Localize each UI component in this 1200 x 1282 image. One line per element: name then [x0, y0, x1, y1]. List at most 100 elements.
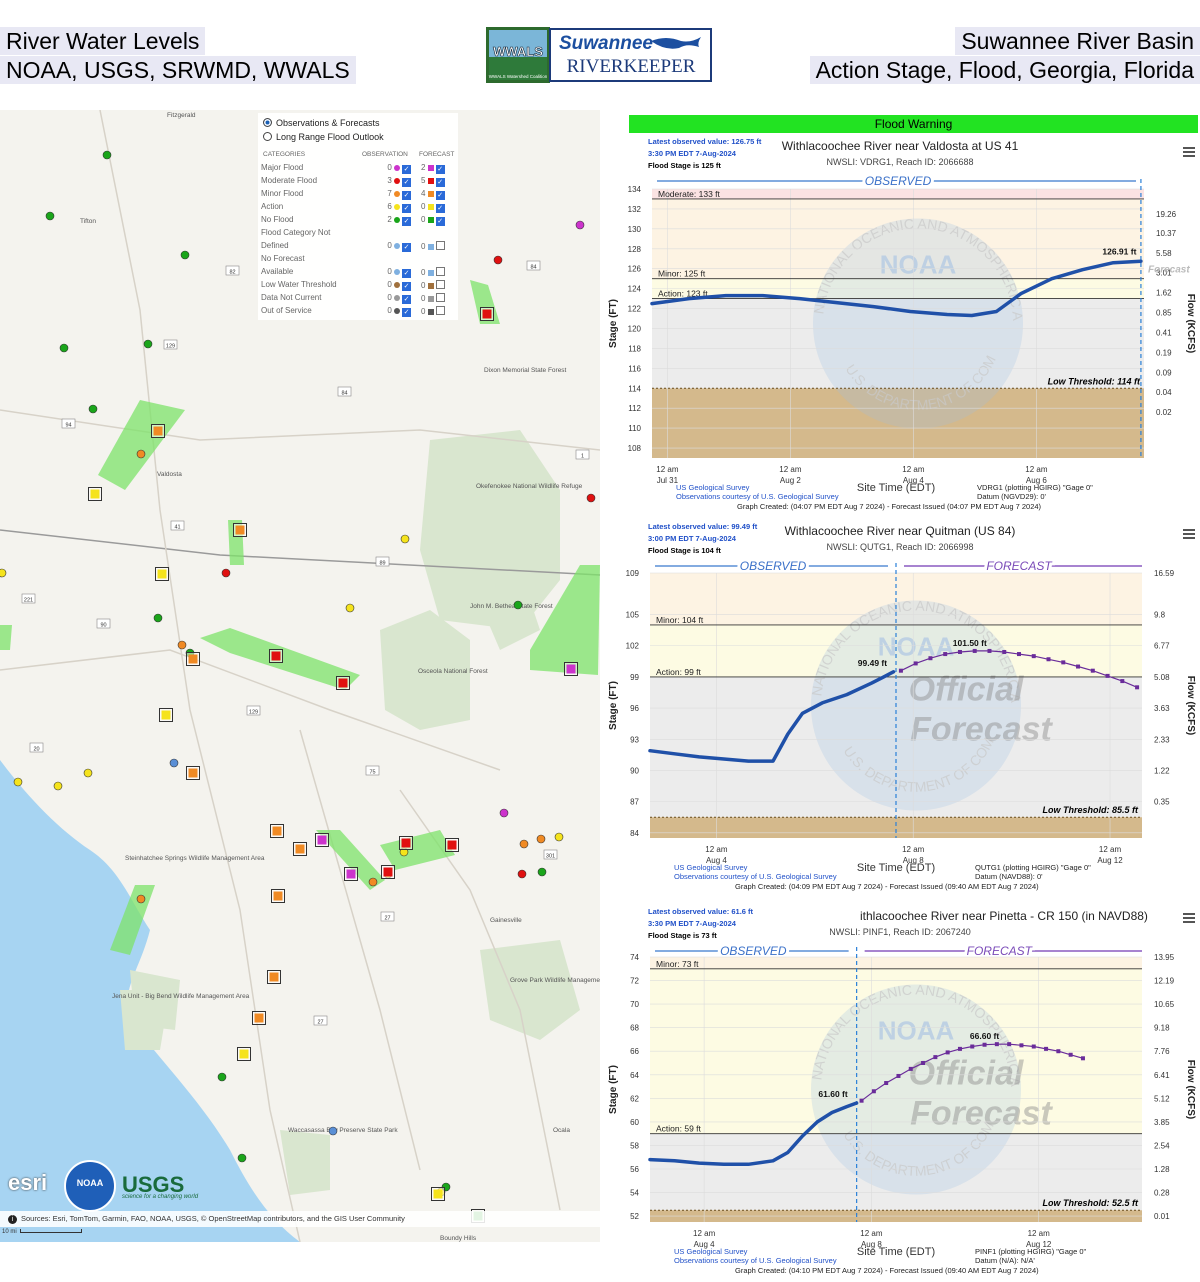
legend-obs-marker: [394, 165, 400, 171]
legend-row: Moderate Flood 3 ✓ 5 ✓: [261, 176, 456, 189]
forecast-point: [859, 1098, 864, 1103]
legend-obs-count[interactable]: 0 ✓: [383, 293, 411, 304]
legend-obs-count[interactable]: 0 ✓: [383, 306, 411, 317]
chart-menu-icon[interactable]: [1183, 911, 1195, 925]
y-tick-label: 120: [628, 324, 642, 333]
legend-obs-checkbox[interactable]: ✓: [402, 295, 411, 304]
legend-obs-checkbox[interactable]: ✓: [402, 165, 411, 174]
x-tick-label: 12 am: [902, 465, 925, 474]
legend-fc-checkbox[interactable]: ✓: [435, 178, 445, 187]
riverkeeper-logo[interactable]: WWALS WWALS Watershed Coalition Suwannee…: [486, 27, 713, 83]
legend-fc-count[interactable]: 5 ✓: [421, 176, 456, 187]
y-tick-label: 114: [628, 384, 641, 393]
usgs-tagline: science for a changing world: [122, 1194, 199, 1200]
legend-fc-checkbox[interactable]: [435, 306, 445, 315]
y-tick-label: 74: [630, 953, 639, 962]
legend-obs-value: 0: [387, 241, 394, 250]
observed-series-line: [650, 259, 1143, 318]
legend-obs-checkbox[interactable]: ✓: [402, 269, 411, 278]
hydrograph-chart: Latest observed value: 126.75 ft 3:30 PM …: [600, 110, 1196, 511]
legend-fc-checkbox[interactable]: [435, 241, 445, 250]
radio-selected-icon: [263, 118, 272, 127]
legend-fc-count[interactable]: 0: [421, 267, 456, 277]
legend-fc-value: 0: [421, 294, 428, 303]
legend-obs-checkbox[interactable]: ✓: [402, 217, 411, 226]
legend-fc-marker: [427, 296, 434, 302]
y2-tick-label: 1.62: [1156, 289, 1172, 298]
legend-fc-checkbox[interactable]: [435, 293, 445, 302]
legend-obs-count[interactable]: 7 ✓: [383, 189, 411, 200]
legend-obs-marker: [394, 269, 400, 275]
legend-fc-count[interactable]: 0: [421, 293, 456, 303]
mode-observations-radio[interactable]: Observations & Forecasts: [263, 118, 380, 128]
legend-obs-count[interactable]: 0 ✓: [383, 241, 411, 252]
legend-obs-count[interactable]: 2 ✓: [383, 215, 411, 226]
y2-tick-label: 0.28: [1154, 1189, 1170, 1198]
chart-menu-icon[interactable]: [1183, 527, 1195, 541]
legend-obs-marker: [394, 295, 400, 301]
y2-tick-label: 16.59: [1154, 569, 1175, 578]
observed-header-label: OBSERVED: [740, 559, 807, 573]
legend-obs-checkbox[interactable]: ✓: [402, 282, 411, 291]
legend-obs-count[interactable]: 3 ✓: [383, 176, 411, 187]
legend-fc-count[interactable]: 0: [421, 280, 456, 290]
gauge-forecast-marker: [338, 678, 348, 688]
legend-fc-count[interactable]: 0 ✓: [421, 202, 456, 213]
gauge-observation-marker: [153, 613, 163, 623]
chart-menu-icon[interactable]: [1183, 145, 1195, 159]
legend-obs-checkbox[interactable]: ✓: [402, 191, 411, 200]
road-line: [0, 409, 600, 451]
gauge-forecast-marker: [346, 869, 356, 879]
legend-fc-count[interactable]: 0: [421, 306, 456, 316]
flood-stage-note: Flood Stage is 73 ft: [648, 931, 717, 940]
y2-tick-label: 6.77: [1154, 642, 1170, 651]
legend-obs-checkbox[interactable]: ✓: [402, 243, 411, 252]
mode-long-range-radio[interactable]: Long Range Flood Outlook: [263, 132, 384, 142]
threshold-label: Moderate: 133 ft: [658, 189, 721, 199]
x-tick-label: 12 am: [705, 845, 728, 854]
gauge-forecast-marker: [295, 844, 305, 854]
info-icon[interactable]: i: [8, 1215, 17, 1224]
river-gauge-map[interactable]: Fitzgerald Tifton Valdosta Dixon Memorial S…: [0, 110, 600, 1242]
road-shield: [575, 449, 590, 460]
logo-badge: WWALS: [493, 44, 543, 59]
legend-fc-value: 4: [421, 189, 428, 198]
forecast-tag-watermark: Forecast: [1148, 265, 1190, 276]
forecast-point: [898, 668, 903, 673]
low-threshold-label: Low Threshold: 85.5 ft: [1042, 805, 1139, 815]
map-place-label: Valdosta: [157, 471, 182, 478]
map-canvas[interactable]: Fitzgerald Tifton Valdosta Dixon Memorial S…: [0, 110, 600, 1242]
map-place-label: Ocala: [553, 1127, 570, 1134]
legend-fc-checkbox[interactable]: [435, 280, 445, 289]
legend-fc-count[interactable]: 4 ✓: [421, 189, 456, 200]
flood-warning-banner[interactable]: Flood Warning: [629, 115, 1198, 133]
x-tick-label: Aug 6: [1026, 476, 1047, 485]
y2-tick-label: 0.35: [1154, 798, 1170, 807]
y-tick-label: 128: [628, 245, 642, 254]
gauge-observation-marker: [59, 343, 69, 353]
legend-obs-checkbox[interactable]: ✓: [402, 178, 411, 187]
legend-fc-checkbox[interactable]: ✓: [435, 217, 445, 226]
legend-fc-checkbox[interactable]: ✓: [435, 204, 445, 213]
legend-fc-checkbox[interactable]: ✓: [435, 165, 445, 174]
legend-obs-count[interactable]: 0 ✓: [383, 267, 411, 278]
legend-obs-checkbox[interactable]: ✓: [402, 308, 411, 317]
legend-obs-count[interactable]: 0 ✓: [383, 280, 411, 291]
road-shield: [337, 386, 352, 397]
legend-fc-checkbox[interactable]: ✓: [435, 191, 445, 200]
legend-fc-value: 0: [421, 268, 428, 277]
gauge-forecast-marker: [482, 309, 492, 319]
y2-tick-label: 19.26: [1156, 210, 1177, 219]
forecast-point: [1080, 1056, 1085, 1061]
legend-fc-value: 0: [421, 202, 428, 211]
legend-fc-count[interactable]: 0: [421, 241, 456, 251]
legend-obs-checkbox[interactable]: ✓: [402, 204, 411, 213]
gauge-info-2: Datum (N/A): N/A': [975, 1256, 1035, 1265]
legend-fc-count[interactable]: 0 ✓: [421, 215, 456, 226]
legend-obs-count[interactable]: 6 ✓: [383, 202, 411, 213]
legend-fc-count[interactable]: 2 ✓: [421, 163, 456, 174]
legend-obs-count[interactable]: 0 ✓: [383, 163, 411, 174]
legend-fc-checkbox[interactable]: [435, 267, 445, 276]
y-tick-label: 90: [630, 766, 639, 775]
gauge-forecast-marker: [271, 651, 281, 661]
